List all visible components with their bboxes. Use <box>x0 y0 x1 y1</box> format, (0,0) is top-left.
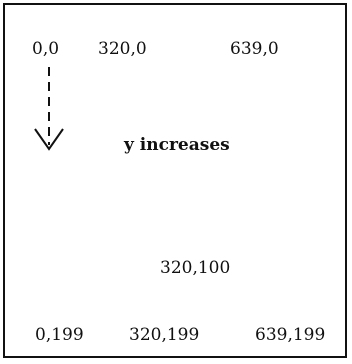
downward-arrow-icon <box>34 67 64 151</box>
coord-label-bottom-middle: 320,199 <box>129 325 200 345</box>
coord-label-bottom-right: 639,199 <box>255 325 326 345</box>
screen-frame: 0,0 320,0 639,0 y increases 320,100 0,19… <box>3 3 347 358</box>
coord-label-top-middle: 320,0 <box>98 39 147 59</box>
coord-label-bottom-left: 0,199 <box>35 325 84 345</box>
y-increases-annotation: y increases <box>124 135 230 155</box>
coord-label-center: 320,100 <box>160 258 231 278</box>
coord-label-top-right: 639,0 <box>230 39 279 59</box>
coord-label-top-left: 0,0 <box>32 39 60 59</box>
